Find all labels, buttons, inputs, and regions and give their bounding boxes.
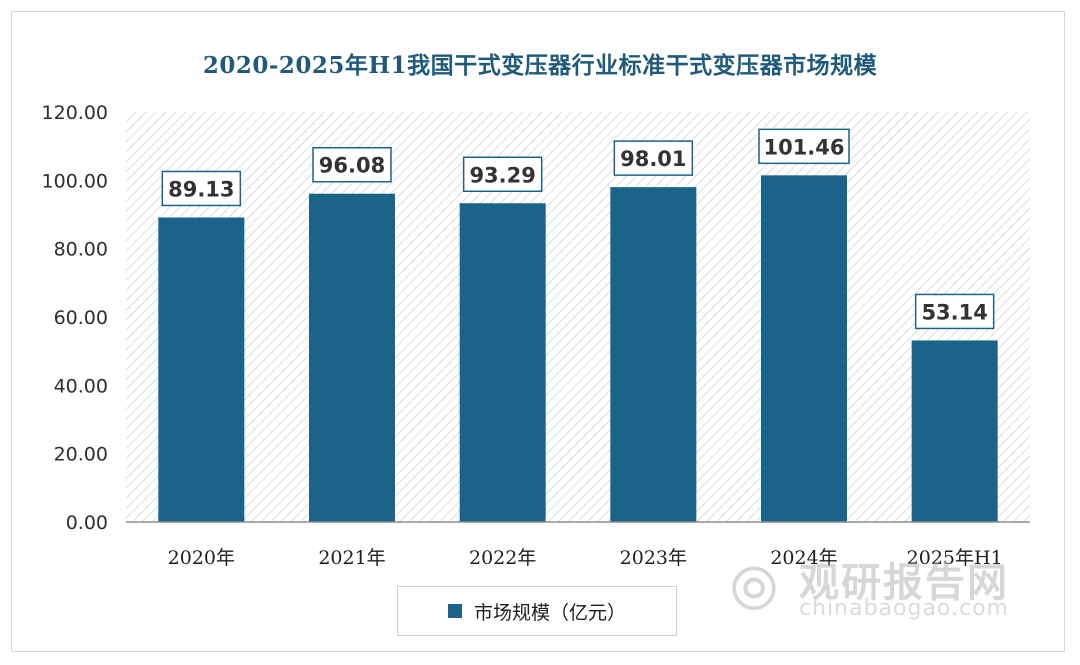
data-label-box (613, 140, 694, 176)
chinabaogao-logo-icon: ⦾ (730, 554, 778, 624)
bar (309, 193, 395, 522)
watermark: ⦾ 观研报告网 chinabaogao.com (715, 548, 1025, 628)
y-tick-label: 0.00 (66, 512, 108, 534)
y-tick-label: 60.00 (54, 307, 108, 329)
bar (761, 175, 847, 522)
chart-title: 2020-2025年H1我国干式变压器行业标准干式变压器市场规模 (202, 52, 878, 79)
data-label: 101.46 (763, 135, 844, 159)
data-label: 98.01 (620, 147, 686, 171)
x-tick-label: 2021年 (318, 547, 385, 569)
data-label-box (462, 156, 543, 193)
watermark-name: 观研报告网 (799, 560, 1009, 606)
y-tick-label: 120.00 (42, 102, 108, 124)
bar (158, 217, 245, 522)
legend-label: 市场规模（亿元） (473, 601, 626, 624)
y-tick-label: 40.00 (54, 375, 108, 397)
data-label-box (758, 128, 850, 165)
data-label-box (914, 293, 995, 330)
data-label: 89.13 (168, 177, 234, 201)
data-label-box (161, 170, 242, 207)
plot-area-background (126, 112, 1030, 522)
x-tick-label: 2023年 (620, 547, 687, 569)
data-label: 53.14 (921, 300, 987, 324)
bar (911, 340, 998, 522)
watermark-url: chinabaogao.com (799, 596, 1009, 621)
y-tick-label: 100.00 (42, 170, 108, 192)
y-tick-label: 80.00 (54, 239, 108, 261)
legend: 市场规模（亿元） (397, 586, 677, 636)
bar (459, 203, 546, 523)
y-tick-label: 20.00 (54, 444, 108, 466)
legend-swatch (447, 604, 462, 618)
x-tick-label: 2025年H1 (907, 547, 1003, 569)
data-label: 93.29 (469, 163, 535, 187)
data-label-box (312, 146, 392, 183)
x-tick-label: 2022年 (469, 547, 536, 569)
bar (610, 187, 697, 522)
x-tick-label: 2024年 (770, 547, 837, 569)
x-tick-label: 2020年 (168, 547, 235, 569)
data-label: 96.08 (319, 154, 385, 178)
